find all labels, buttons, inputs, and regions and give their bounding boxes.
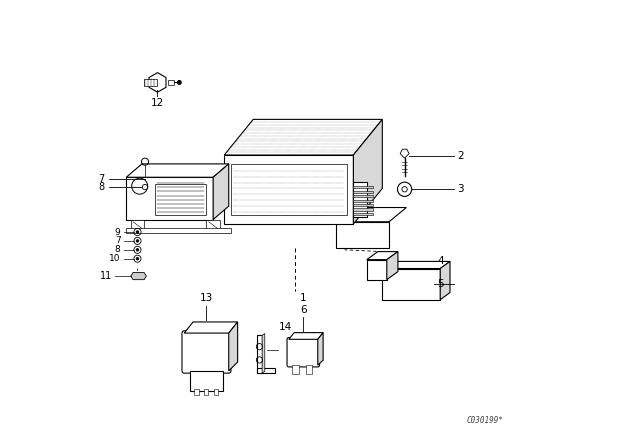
Bar (353, 190, 373, 193)
Text: 12: 12 (151, 99, 164, 108)
Bar (144, 79, 157, 86)
Bar (156, 184, 207, 215)
Polygon shape (184, 322, 237, 333)
Bar (353, 182, 367, 217)
Text: 7: 7 (115, 237, 120, 246)
Text: 6: 6 (300, 305, 307, 315)
Bar (353, 195, 373, 197)
Text: 8: 8 (115, 246, 120, 254)
Polygon shape (262, 333, 265, 373)
Text: 8: 8 (98, 182, 104, 192)
Circle shape (136, 249, 139, 251)
Polygon shape (213, 164, 228, 220)
Bar (231, 164, 347, 215)
Text: 7: 7 (98, 174, 104, 185)
Bar (214, 389, 218, 396)
Text: 9: 9 (115, 228, 120, 237)
Polygon shape (149, 73, 166, 92)
Polygon shape (367, 252, 398, 260)
Text: C030199*: C030199* (466, 416, 503, 425)
Polygon shape (318, 332, 323, 365)
Polygon shape (224, 119, 382, 155)
Bar (353, 213, 373, 215)
FancyBboxPatch shape (287, 337, 319, 367)
Text: 4: 4 (437, 256, 444, 266)
Bar (353, 186, 373, 188)
Text: 1: 1 (300, 293, 307, 303)
Circle shape (136, 240, 139, 242)
Bar (353, 199, 373, 202)
Bar (353, 204, 373, 206)
Text: 10: 10 (109, 254, 120, 263)
Bar (306, 365, 312, 374)
Bar (126, 177, 213, 220)
Text: 2: 2 (457, 151, 464, 161)
Text: 3: 3 (457, 184, 464, 194)
Polygon shape (228, 322, 237, 371)
Bar (126, 228, 231, 233)
Bar (194, 389, 198, 396)
Circle shape (177, 81, 181, 84)
Text: 5: 5 (437, 279, 444, 289)
Bar (353, 208, 373, 211)
Polygon shape (207, 220, 220, 231)
Polygon shape (131, 220, 144, 231)
Bar (257, 335, 262, 373)
Polygon shape (353, 119, 382, 224)
Polygon shape (131, 272, 147, 280)
Polygon shape (289, 332, 323, 339)
FancyBboxPatch shape (182, 331, 231, 373)
Circle shape (136, 231, 139, 233)
Polygon shape (335, 207, 406, 222)
Text: 14: 14 (279, 322, 292, 332)
Polygon shape (387, 252, 398, 280)
Bar (292, 365, 299, 374)
Polygon shape (382, 261, 450, 268)
Polygon shape (400, 149, 409, 158)
Bar (335, 222, 389, 249)
Bar (190, 371, 223, 391)
Bar (257, 368, 275, 373)
Bar (367, 260, 387, 280)
Text: 11: 11 (100, 271, 112, 281)
Polygon shape (440, 261, 450, 300)
Circle shape (136, 258, 139, 260)
Bar (382, 268, 440, 300)
Bar (168, 80, 173, 85)
Polygon shape (126, 164, 228, 177)
Bar (224, 155, 353, 224)
Text: 13: 13 (200, 293, 213, 303)
Bar (204, 389, 209, 396)
